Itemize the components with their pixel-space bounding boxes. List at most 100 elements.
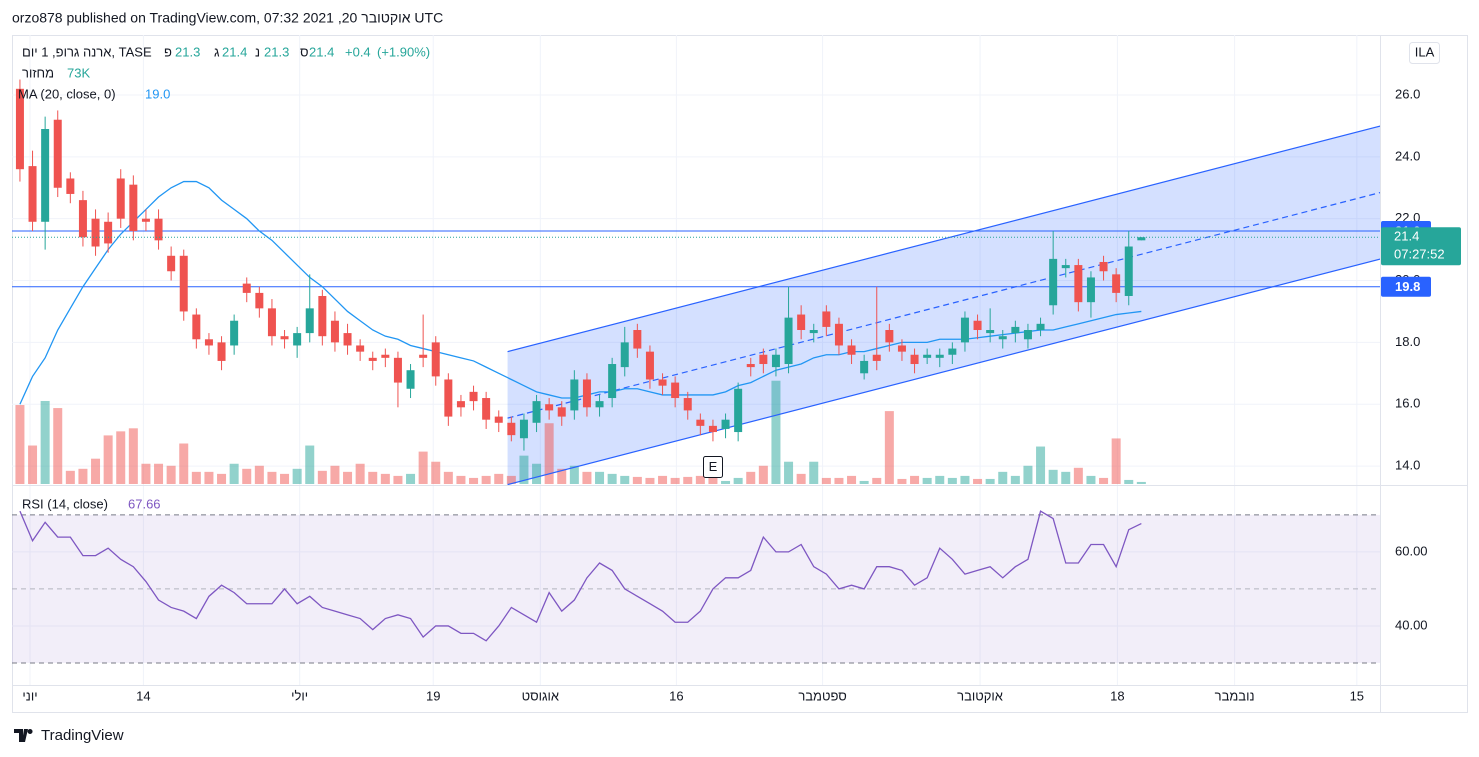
candle-body	[141, 218, 150, 222]
ma-line	[19, 180, 1142, 405]
ma-legend: MA (20, close, 0)	[18, 86, 116, 101]
symbol-title: ארנה גרופ, 1 יום, TASE	[22, 44, 152, 59]
candle-body	[671, 382, 680, 399]
volume-bar	[355, 463, 365, 484]
volume-bar	[1073, 467, 1083, 484]
currency-box[interactable]	[1409, 42, 1440, 64]
candle-body	[1023, 330, 1032, 340]
candle-body	[192, 314, 201, 340]
volume-bar	[1124, 479, 1134, 484]
candle-body	[1074, 265, 1083, 303]
ohlc-letter: ס	[300, 44, 309, 59]
volume-bar	[645, 477, 655, 484]
candle-body	[557, 407, 566, 417]
volume-bar	[670, 477, 680, 484]
candle-body	[797, 314, 806, 331]
y-tick-label: 18.0	[1395, 334, 1420, 349]
earnings-label[interactable]: E	[709, 459, 718, 474]
ohlc-value: 21.4	[222, 44, 247, 59]
volume-bar	[973, 478, 983, 484]
y-tick-label: 24.0	[1395, 148, 1420, 163]
candle-body	[1049, 258, 1058, 306]
candle-body	[633, 330, 642, 349]
published-line: orzo878 published on TradingView.com, 07…	[12, 10, 443, 26]
change: +0.4	[345, 44, 371, 59]
candle-body	[1137, 237, 1146, 241]
candle-body	[645, 351, 654, 380]
volume-bar	[658, 475, 668, 484]
change-percent: (+1.90%)	[377, 44, 430, 59]
x-tick-label: נובמבר	[1215, 688, 1255, 703]
candle-body	[822, 311, 831, 327]
candle-body	[330, 320, 339, 343]
chart-frame	[12, 35, 1468, 713]
candle-body	[973, 320, 982, 331]
ohlc-letter: נ	[255, 44, 260, 59]
last-price-label: 21.4	[1394, 229, 1419, 244]
candle-body	[948, 348, 957, 355]
volume-bar	[443, 471, 453, 484]
volume-bar	[947, 477, 957, 484]
rsi-tick-label: 60.00	[1395, 543, 1428, 558]
volume-bar	[154, 463, 164, 484]
grid	[12, 35, 1380, 685]
volume-bar	[834, 477, 844, 484]
candle-body	[482, 398, 491, 420]
candle-body	[78, 200, 87, 238]
candle-body	[204, 339, 213, 346]
volume-bar	[418, 451, 428, 484]
candle-body	[746, 364, 755, 368]
volume-bar	[1023, 465, 1033, 484]
candle-body	[910, 354, 919, 365]
volume-bar	[78, 468, 88, 484]
candle-body	[809, 330, 818, 334]
volume-bar	[708, 477, 718, 484]
volume-bar	[91, 458, 101, 484]
candle-body	[15, 88, 24, 170]
candle-body	[897, 345, 906, 352]
y-tick-label: 14.0	[1395, 458, 1420, 473]
candle-body	[104, 221, 113, 244]
candle-body	[494, 416, 503, 423]
volume-bar	[595, 471, 605, 484]
price-pane	[12, 79, 1380, 485]
earnings-marker[interactable]	[703, 456, 723, 478]
volume-bar	[242, 468, 252, 484]
volume-bar	[1086, 475, 1096, 484]
volume-bar	[771, 380, 781, 484]
volume-bar	[191, 471, 201, 484]
candle-body	[230, 320, 239, 346]
candle-body	[66, 178, 75, 194]
candle-body	[1086, 277, 1095, 303]
candle-body	[393, 357, 402, 383]
candle-body	[305, 308, 314, 334]
candle-body	[734, 388, 743, 433]
volume-bar	[267, 471, 277, 484]
volume-bar	[65, 470, 75, 484]
volume-bar	[733, 477, 743, 484]
volume-bar	[859, 480, 869, 484]
candle-body	[986, 330, 995, 334]
axes: 14.016.018.020.022.024.026.0יוני14יולי19…	[22, 86, 1461, 703]
currency[interactable]: ILA	[1415, 44, 1435, 59]
candle-body	[368, 357, 377, 361]
candle-body	[696, 419, 705, 426]
candle-body	[545, 404, 554, 411]
volume-bar	[632, 476, 642, 484]
volume-bar	[431, 461, 441, 484]
volume-bar	[506, 475, 516, 484]
rsi-line	[19, 510, 1142, 642]
candle-body	[318, 295, 327, 337]
volume-bar	[280, 473, 290, 484]
candle-body	[1112, 274, 1121, 293]
x-tick-label: 15	[1350, 688, 1364, 703]
candle-body	[582, 379, 591, 408]
volume-bar	[494, 473, 504, 484]
volume-bar	[330, 465, 340, 484]
x-tick-label: 16	[669, 688, 683, 703]
volume-bar	[910, 475, 920, 484]
volume-bar	[784, 461, 794, 484]
rsi-legend: RSI (14, close)	[22, 496, 108, 511]
hline-label-box	[1381, 276, 1431, 297]
